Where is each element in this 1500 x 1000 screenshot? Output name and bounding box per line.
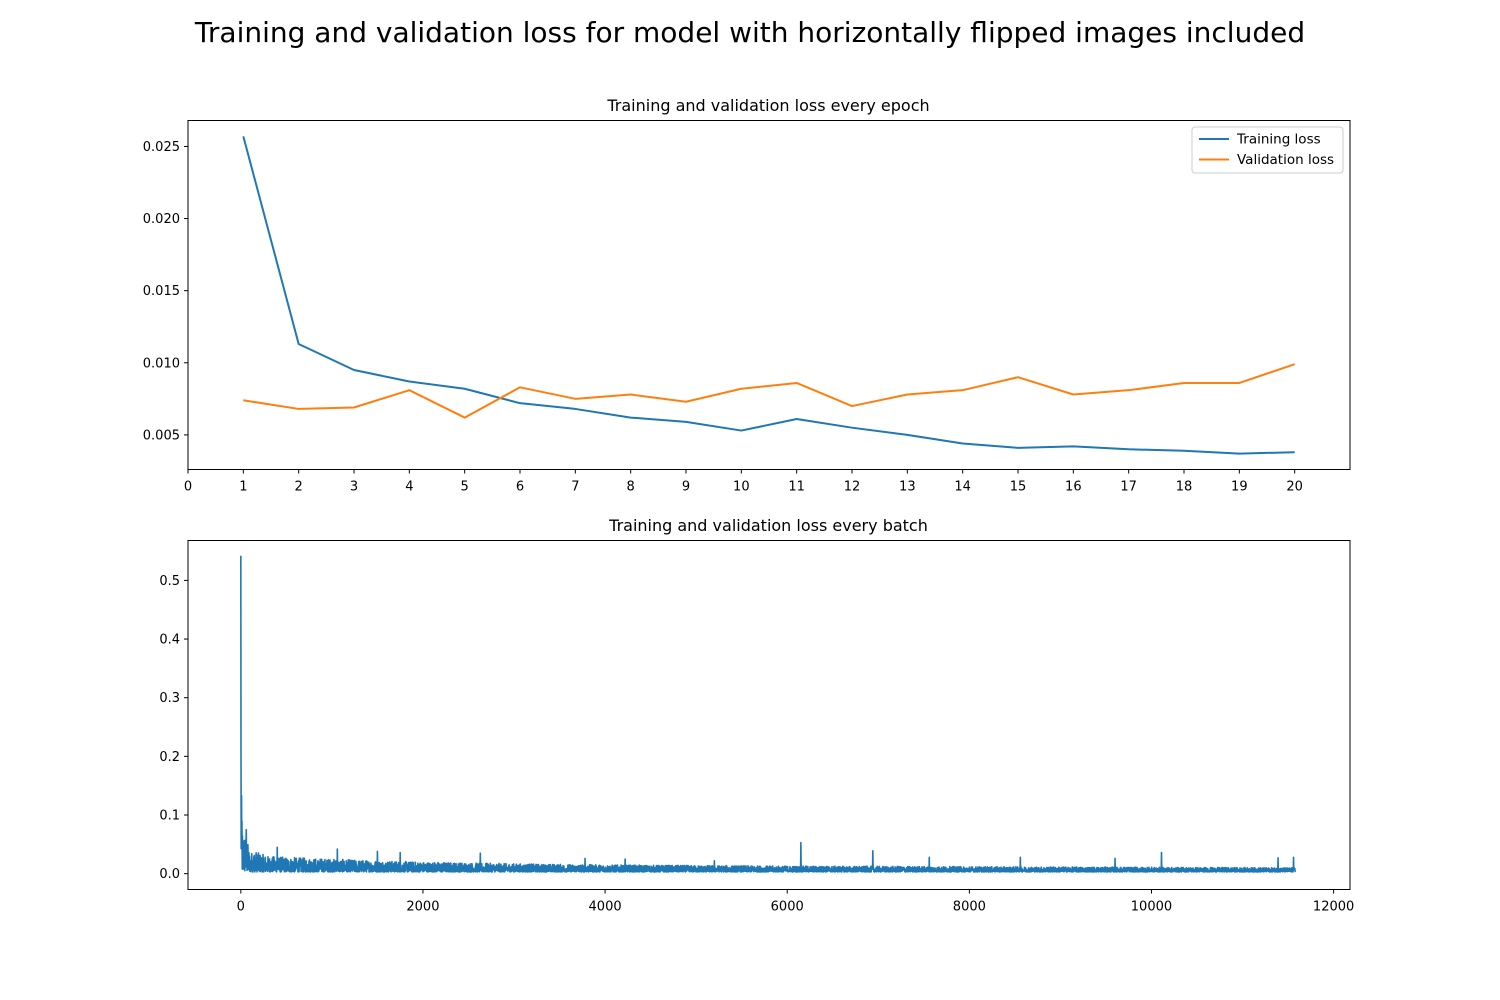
x-tick-label: 12000 — [1313, 900, 1354, 915]
y-tick-label: 0.025 — [143, 140, 180, 155]
batch-axis-ticks: 0 2000 4000 6000 8000 10000 12000 0.0 0.1 0.2 0.3 0… — [159, 574, 1354, 915]
x-tick-label: 1 — [239, 480, 247, 495]
x-tick-label: 16 — [1065, 480, 1082, 495]
x-tick-label: 15 — [1010, 480, 1027, 495]
batch-series-lines — [240, 555, 1297, 873]
x-tick-label: 10000 — [1131, 900, 1172, 915]
x-tick-label: 10 — [733, 480, 750, 495]
x-tick-label: 2 — [295, 480, 303, 495]
x-tick-label: 0 — [237, 900, 245, 915]
x-tick-label: 14 — [954, 480, 971, 495]
legend-training-label: Training loss — [1236, 132, 1321, 148]
x-tick-label: 12 — [844, 480, 861, 495]
x-tick-label: 3 — [350, 480, 358, 495]
y-tick-label: 0.015 — [143, 284, 180, 299]
x-tick-label: 9 — [682, 480, 690, 495]
y-tick-label: 0.005 — [143, 428, 180, 443]
legend: Training loss Validation loss — [1191, 126, 1344, 174]
x-tick-label: 20 — [1286, 480, 1303, 495]
x-tick-label: 6 — [516, 480, 524, 495]
y-tick-label: 0.2 — [159, 750, 180, 765]
x-tick-label: 4 — [405, 480, 413, 495]
batch-loss-chart: Training and validation loss every batch… — [159, 516, 1354, 915]
x-tick-label: 6000 — [771, 900, 804, 915]
y-tick-label: 0.1 — [159, 809, 180, 824]
legend-validation-label: Validation loss — [1237, 152, 1334, 168]
x-tick-label: 8000 — [953, 900, 986, 915]
figure-title: Training and validation loss for model w… — [194, 16, 1305, 49]
epoch-series-lines — [242, 136, 1295, 455]
x-tick-label: 7 — [571, 480, 579, 495]
x-tick-label: 18 — [1176, 480, 1193, 495]
epoch-axis-ticks: 0 1 2 3 4 5 6 7 8 9 10 11 12 13 14 15 16 17 18 19 200.0050.0… — [143, 140, 1303, 495]
y-tick-label: 0.010 — [143, 356, 180, 371]
validation-loss-line — [243, 363, 1295, 419]
y-tick-label: 0.020 — [143, 212, 180, 227]
y-tick-label: 0.3 — [159, 691, 180, 706]
x-tick-label: 2000 — [406, 900, 439, 915]
batch-training-loss-line — [240, 555, 1297, 873]
x-tick-label: 13 — [899, 480, 916, 495]
epoch-plot-frame — [187, 120, 1351, 470]
x-tick-label: 19 — [1231, 480, 1248, 495]
y-tick-label: 0.5 — [159, 574, 180, 589]
y-tick-label: 0.4 — [159, 633, 180, 648]
batch-plot-frame — [187, 540, 1351, 890]
x-tick-label: 8 — [627, 480, 635, 495]
x-tick-label: 17 — [1120, 480, 1137, 495]
epoch-chart-title: Training and validation loss every epoch — [606, 96, 929, 115]
x-tick-label: 5 — [461, 480, 469, 495]
y-tick-label: 0.0 — [159, 867, 180, 882]
x-tick-label: 11 — [788, 480, 805, 495]
epoch-loss-chart: Training and validation loss every epoch… — [143, 96, 1351, 495]
batch-chart-title: Training and validation loss every batch — [608, 516, 928, 535]
legend-box — [1191, 126, 1344, 174]
training-loss-line — [242, 136, 1295, 455]
x-tick-label: 0 — [184, 480, 192, 495]
x-tick-label: 4000 — [589, 900, 622, 915]
